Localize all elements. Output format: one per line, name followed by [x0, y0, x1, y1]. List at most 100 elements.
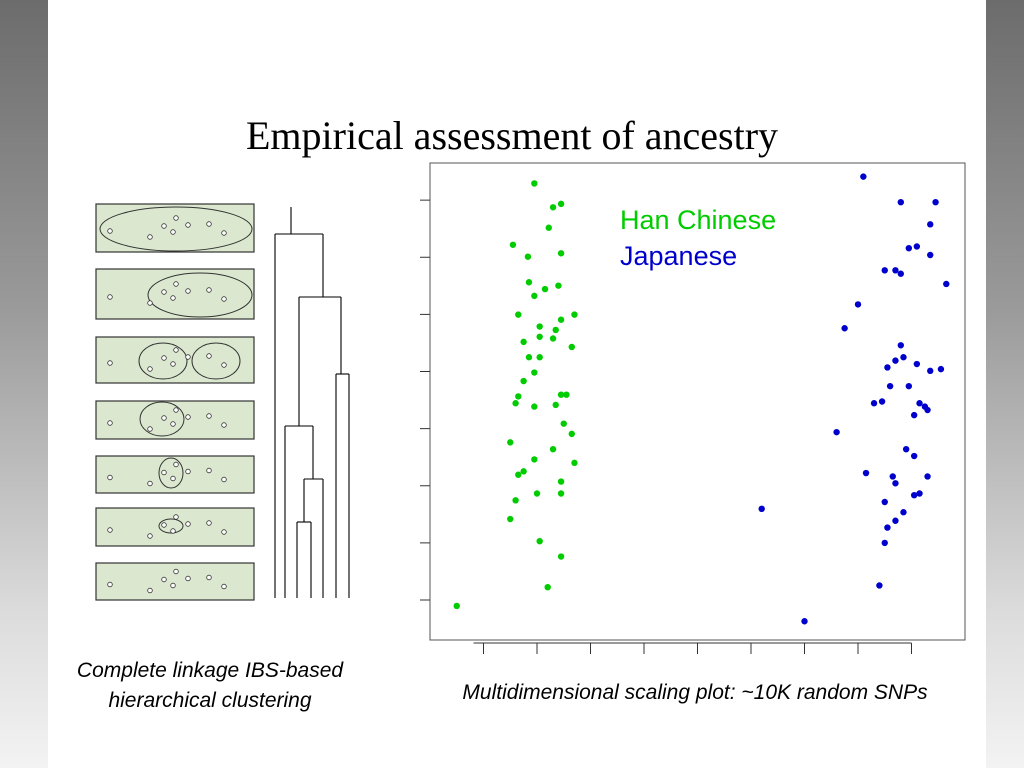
han-chinese-point: [531, 292, 538, 300]
sample-dot: [206, 520, 212, 526]
sample-dot: [206, 574, 212, 581]
x-axis: [473, 642, 912, 654]
han-chinese-point: [560, 420, 567, 427]
sample-dot: [170, 582, 176, 589]
sample-dot: [173, 514, 179, 520]
japanese-point: [892, 480, 899, 487]
sample-dot: [161, 522, 167, 528]
cluster-ellipse: [138, 342, 188, 380]
sample-dot: [173, 568, 179, 575]
japanese-point: [801, 618, 808, 625]
japanese-point: [833, 428, 840, 436]
japanese-point: [881, 498, 888, 506]
sample-dot: [221, 583, 227, 590]
han-chinese-point: [531, 180, 538, 187]
sample-dot: [185, 222, 191, 228]
japanese-points: [758, 173, 950, 625]
legend-japanese: Japanese: [620, 241, 738, 271]
japanese-point: [900, 509, 907, 516]
sample-dot: [173, 281, 179, 287]
sample-dot: [206, 287, 212, 293]
han-chinese-point: [525, 354, 533, 361]
sample-dot: [161, 355, 167, 361]
sample-dot: [170, 229, 176, 235]
sample-dot: [161, 223, 167, 229]
han-chinese-point: [552, 326, 559, 334]
japanese-point: [910, 411, 918, 419]
han-chinese-point: [536, 323, 543, 330]
sample-dot: [170, 528, 176, 534]
sample-dot: [206, 467, 212, 474]
sample-dot: [221, 529, 227, 535]
han-chinese-point: [557, 391, 565, 398]
sample-dot: [185, 414, 191, 420]
han-chinese-point: [549, 335, 557, 342]
sample-dot: [147, 587, 153, 594]
japanese-point: [878, 398, 886, 405]
legend-han-chinese: Han Chinese: [620, 205, 777, 235]
sample-dot: [170, 421, 176, 427]
han-chinese-point: [557, 490, 565, 497]
han-chinese-point: [568, 430, 575, 438]
japanese-point: [910, 491, 918, 499]
sample-dot: [147, 426, 153, 432]
sample-dot: [107, 581, 113, 588]
plot-frame: [429, 162, 966, 641]
sample-dot: [107, 294, 113, 300]
han-chinese-point: [568, 343, 575, 351]
sample-dot: [107, 360, 113, 366]
japanese-point: [884, 364, 891, 371]
han-chinese-point: [453, 602, 460, 610]
sample-dot: [161, 289, 167, 295]
japanese-point: [892, 357, 899, 364]
japanese-point: [927, 251, 934, 259]
sample-dot: [221, 422, 227, 428]
sample-dot: [170, 475, 176, 482]
japanese-point: [916, 490, 923, 497]
han-chinese-point: [524, 253, 532, 260]
japanese-point: [910, 452, 918, 460]
japanese-point: [841, 325, 848, 332]
han-chinese-point: [515, 471, 522, 478]
japanese-point: [897, 342, 904, 349]
sample-dot: [161, 576, 167, 583]
han-chinese-point: [515, 311, 522, 318]
sample-dot: [206, 353, 212, 359]
japanese-point: [862, 469, 870, 477]
sample-dot: [147, 533, 153, 539]
cluster-panel: [95, 268, 255, 320]
sample-dot: [173, 407, 179, 413]
y-axis: [420, 199, 430, 601]
han-chinese-point: [557, 250, 565, 257]
japanese-point: [937, 365, 945, 373]
japanese-point: [900, 354, 907, 361]
japanese-point: [892, 267, 899, 274]
sample-dot: [221, 476, 227, 483]
han-chinese-point: [545, 224, 552, 231]
han-chinese-point: [557, 316, 565, 323]
japanese-point: [870, 400, 878, 407]
sample-dot: [185, 575, 191, 582]
slide-title: Empirical assessment of ancestry: [245, 113, 779, 158]
sample-dot: [185, 288, 191, 294]
japanese-point: [905, 382, 913, 390]
japanese-point: [913, 243, 921, 250]
japanese-point: [943, 280, 950, 288]
sample-dot: [161, 415, 167, 421]
sample-dot: [107, 228, 113, 234]
japanese-point: [902, 446, 910, 453]
japanese-point: [916, 400, 923, 407]
cluster-ellipse: [191, 342, 241, 380]
sample-dot: [107, 527, 113, 533]
cluster-ellipse: [158, 518, 184, 534]
japanese-point: [881, 539, 888, 547]
cluster-panel: [95, 562, 255, 601]
sample-dot: [147, 234, 153, 240]
japanese-point: [892, 517, 899, 524]
han-chinese-point: [507, 515, 514, 523]
japanese-point: [886, 382, 894, 390]
han-chinese-point: [555, 282, 562, 289]
japanese-point: [758, 505, 765, 513]
han-chinese-point: [536, 537, 543, 545]
